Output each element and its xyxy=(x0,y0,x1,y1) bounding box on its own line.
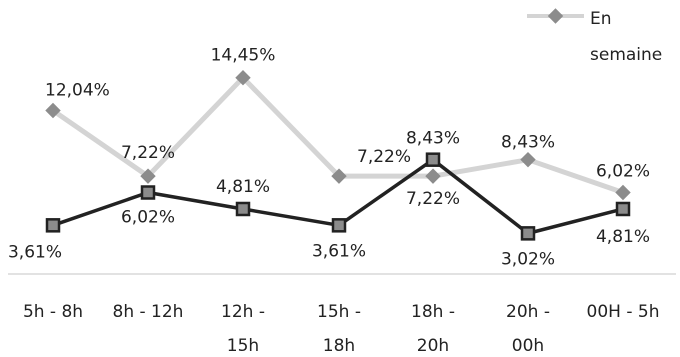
x-tick-label: 00h xyxy=(512,336,544,356)
data-label: 6,02% xyxy=(121,208,175,228)
x-tick-label: 15h xyxy=(227,336,259,356)
data-label: 4,81% xyxy=(216,177,270,197)
series-1-point-marker xyxy=(520,151,536,168)
series-1-point-marker xyxy=(235,69,251,86)
data-label: 7,22% xyxy=(121,143,175,163)
series-1-point-marker xyxy=(140,168,156,184)
data-label: 3,61% xyxy=(8,242,62,262)
series-2-point-marker xyxy=(140,185,156,200)
series-1-point-marker xyxy=(331,168,347,184)
data-label: 7,22% xyxy=(406,189,460,209)
series-2-point-marker xyxy=(615,201,631,217)
category-tick-labels: 5h - 8h 8h - 12h 12h - 15h 15h - 18h 18h - 20h 2… xyxy=(23,302,660,356)
x-tick-label: 12h - xyxy=(221,302,265,322)
x-tick-label: 18h xyxy=(323,336,355,356)
data-label: 8,43% xyxy=(501,133,555,153)
series-1-point-marker xyxy=(45,102,61,119)
data-label: 6,02% xyxy=(596,162,650,182)
x-tick-label: 8h - 12h xyxy=(113,302,184,322)
data-label: 14,45% xyxy=(211,46,276,66)
x-tick-label: 5h - 8h xyxy=(23,302,83,322)
data-label: 4,81% xyxy=(596,227,650,247)
x-tick-label: 15h - xyxy=(317,302,361,322)
series-2-point-marker xyxy=(45,218,61,233)
data-label: 7,22% xyxy=(357,147,411,167)
series-1-point-marker xyxy=(615,184,631,201)
series-2-point-marker xyxy=(425,152,441,167)
series-2-point-marker xyxy=(235,201,251,217)
series-layer xyxy=(45,69,631,241)
legend-label-line-1: En xyxy=(590,9,612,29)
legend-marker xyxy=(547,8,564,24)
series-1-point-marker xyxy=(425,168,441,184)
data-label: 12,04% xyxy=(45,81,110,101)
x-tick-label: 20h - xyxy=(506,302,550,322)
legend-label-line-2: semaine xyxy=(590,45,662,65)
data-label: 8,43% xyxy=(406,129,460,149)
x-tick-label: 20h xyxy=(417,336,449,356)
x-tick-label: 18h - xyxy=(411,302,455,322)
data-label: 3,61% xyxy=(312,241,366,261)
series-2-point-marker xyxy=(520,226,536,241)
series-2-point-marker xyxy=(331,218,347,233)
data-label-layer: 12,04%7,22%14,45%7,22%7,22%8,43%6,02%3,6… xyxy=(8,46,650,270)
legend: En semaine xyxy=(527,8,662,65)
data-label: 3,02% xyxy=(501,249,555,269)
x-tick-label: 00H - 5h xyxy=(587,302,660,322)
